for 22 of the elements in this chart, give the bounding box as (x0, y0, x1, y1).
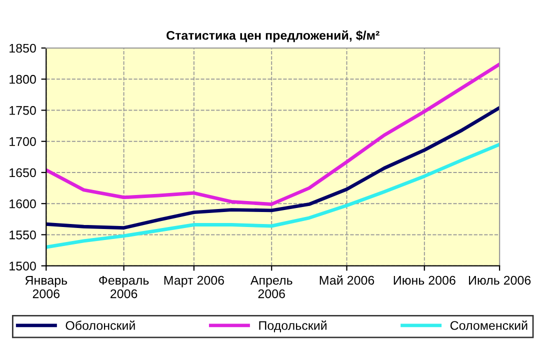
legend-label: Соломенский (450, 320, 528, 330)
y-tick-label: 1600 (10, 199, 36, 208)
y-tick-label: 1750 (10, 106, 36, 115)
x-tick-label: Июнь 2006 (394, 276, 456, 285)
legend-label: Оболонский (66, 320, 135, 330)
x-tick-label: Январь 2006 (25, 276, 68, 298)
x-tick-label: Февраль 2006 (99, 276, 149, 298)
line-series (46, 106, 500, 230)
x-tick-label: Апрель 2006 (250, 276, 292, 298)
y-tick-label: 1850 (10, 44, 36, 53)
legend-label: Подольский (259, 320, 326, 332)
line-series (46, 142, 500, 249)
y-tick-label: 1700 (10, 137, 36, 146)
x-tick-label: Май 2006 (320, 275, 374, 285)
y-tick-label: 1800 (10, 74, 36, 84)
y-tick-label: 1500 (10, 262, 36, 270)
y-tick-label: 1650 (10, 168, 36, 178)
line-series (46, 62, 500, 206)
x-tick-label: Июль 2006 (469, 276, 531, 285)
y-tick-label: 1550 (10, 230, 36, 240)
x-tick-label: Март 2006 (164, 276, 224, 288)
chart-title: Статистика цен предложений, $/м² (166, 30, 380, 42)
